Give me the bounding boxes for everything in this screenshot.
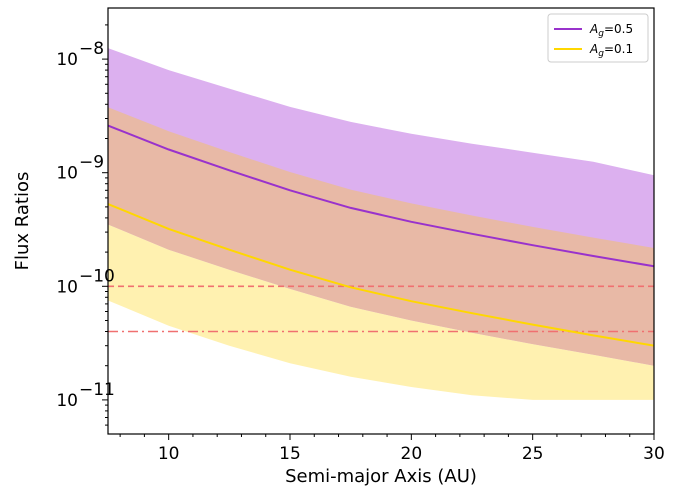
plot-frame	[107, 7, 655, 435]
x-tick-label-30: 30	[643, 444, 665, 464]
x-tick-label-20: 20	[401, 444, 423, 464]
y-tick-exponent: −11	[79, 380, 115, 400]
y-tick-label: 10	[56, 277, 78, 297]
y-tick-exponent: −10	[79, 266, 115, 286]
x-tick-label-10: 10	[158, 444, 180, 464]
legend-label-1: Ag=0.5	[589, 22, 633, 39]
y-tick-label: 10	[56, 50, 78, 70]
x-tick-label-15: 15	[279, 444, 301, 464]
band-series-2	[108, 224, 654, 400]
legend-label-2: Ag=0.1	[589, 42, 633, 59]
y-tick-exponent: −9	[79, 153, 104, 173]
y-tick-label: 10	[56, 391, 78, 411]
x-axis-label: Semi-major Axis (AU)	[285, 466, 477, 487]
y-axis-label: Flux Ratios	[12, 172, 33, 271]
overlap-band	[108, 107, 654, 366]
x-tick-label-25: 25	[522, 444, 544, 464]
series-line-1	[108, 124, 654, 268]
y-tick-exponent: −8	[79, 39, 104, 59]
series-line-2	[108, 203, 654, 347]
y-tick-label: 10	[56, 164, 78, 184]
